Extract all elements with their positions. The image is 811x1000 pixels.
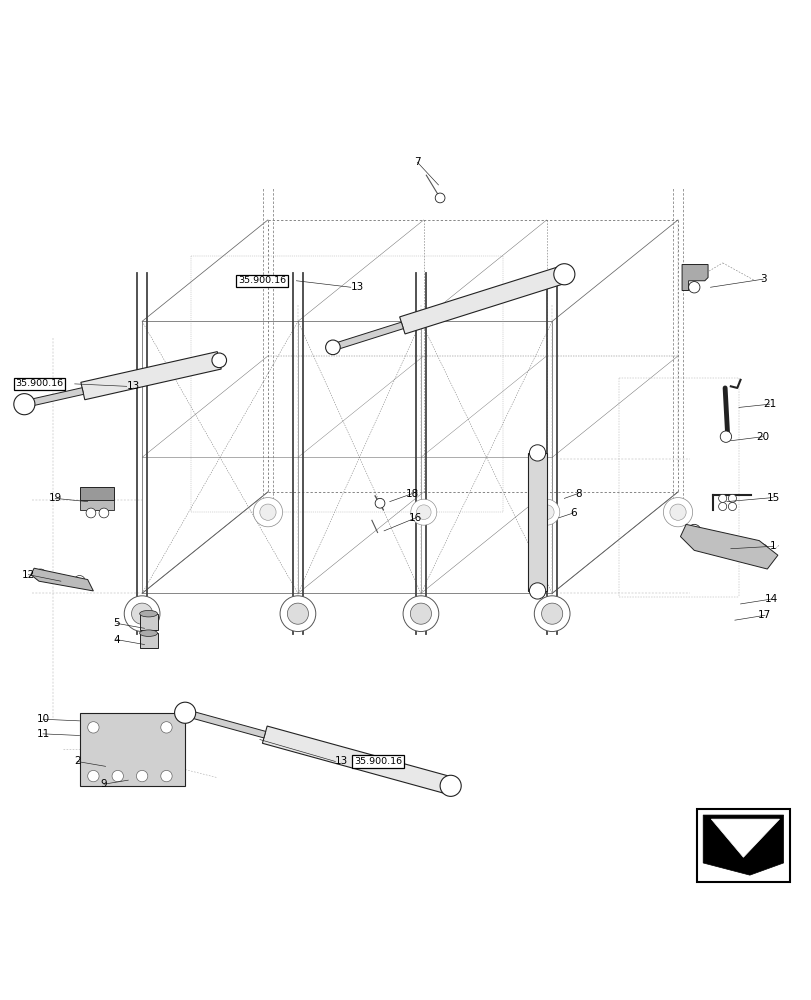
Circle shape bbox=[88, 722, 99, 733]
Circle shape bbox=[174, 702, 195, 723]
Text: 2: 2 bbox=[74, 756, 80, 766]
Circle shape bbox=[727, 494, 736, 502]
Text: 35.900.16: 35.900.16 bbox=[238, 276, 285, 285]
Circle shape bbox=[553, 264, 574, 285]
Circle shape bbox=[402, 596, 438, 632]
Circle shape bbox=[529, 445, 545, 461]
Circle shape bbox=[161, 722, 172, 733]
Text: 13: 13 bbox=[127, 381, 139, 391]
Text: 15: 15 bbox=[766, 493, 779, 503]
Polygon shape bbox=[399, 266, 566, 334]
Circle shape bbox=[541, 603, 562, 624]
Circle shape bbox=[131, 603, 152, 624]
Bar bbox=[79, 500, 114, 510]
Text: 3: 3 bbox=[759, 274, 766, 284]
Circle shape bbox=[161, 770, 172, 782]
Circle shape bbox=[212, 353, 226, 368]
Circle shape bbox=[410, 603, 431, 624]
Text: 9: 9 bbox=[101, 779, 107, 789]
Circle shape bbox=[754, 544, 767, 557]
Text: 20: 20 bbox=[756, 432, 769, 442]
Circle shape bbox=[280, 596, 315, 632]
Circle shape bbox=[375, 498, 384, 508]
Text: 35.900.16: 35.900.16 bbox=[15, 379, 63, 388]
Circle shape bbox=[99, 508, 109, 518]
Polygon shape bbox=[681, 265, 707, 291]
Circle shape bbox=[534, 596, 569, 632]
Text: 5: 5 bbox=[114, 618, 120, 628]
Text: 18: 18 bbox=[406, 489, 418, 499]
Circle shape bbox=[719, 431, 731, 442]
Circle shape bbox=[663, 498, 692, 527]
Circle shape bbox=[533, 499, 559, 525]
Circle shape bbox=[529, 583, 545, 599]
Text: 7: 7 bbox=[414, 157, 420, 167]
Text: 8: 8 bbox=[574, 489, 581, 499]
Circle shape bbox=[688, 267, 699, 278]
Text: 16: 16 bbox=[409, 513, 422, 523]
Text: 1: 1 bbox=[769, 541, 775, 551]
Bar bbox=[79, 713, 185, 786]
Ellipse shape bbox=[139, 610, 157, 617]
Polygon shape bbox=[262, 726, 453, 794]
Circle shape bbox=[35, 569, 46, 580]
Text: 10: 10 bbox=[36, 714, 49, 724]
Circle shape bbox=[435, 193, 444, 203]
Circle shape bbox=[14, 394, 35, 415]
Text: 14: 14 bbox=[764, 594, 777, 604]
Polygon shape bbox=[79, 487, 114, 500]
Polygon shape bbox=[702, 815, 783, 875]
Polygon shape bbox=[24, 388, 84, 407]
Circle shape bbox=[74, 576, 85, 587]
Circle shape bbox=[727, 502, 736, 511]
Ellipse shape bbox=[139, 630, 157, 636]
Circle shape bbox=[539, 505, 553, 519]
Circle shape bbox=[718, 494, 726, 502]
Circle shape bbox=[416, 505, 431, 519]
Circle shape bbox=[325, 340, 340, 355]
Polygon shape bbox=[81, 352, 221, 400]
Polygon shape bbox=[710, 819, 779, 857]
Circle shape bbox=[88, 770, 99, 782]
Circle shape bbox=[124, 596, 160, 632]
Circle shape bbox=[260, 504, 276, 520]
Circle shape bbox=[687, 524, 700, 537]
Bar bbox=[527, 453, 547, 591]
Text: 12: 12 bbox=[22, 570, 35, 580]
Polygon shape bbox=[680, 524, 777, 569]
Circle shape bbox=[718, 502, 726, 511]
Bar bbox=[696, 809, 789, 882]
Circle shape bbox=[253, 498, 282, 527]
Polygon shape bbox=[31, 568, 93, 591]
Circle shape bbox=[440, 775, 461, 796]
Circle shape bbox=[112, 770, 123, 782]
Circle shape bbox=[287, 603, 308, 624]
Text: 21: 21 bbox=[762, 399, 775, 409]
Text: 4: 4 bbox=[114, 635, 120, 645]
Circle shape bbox=[669, 504, 685, 520]
Text: 13: 13 bbox=[350, 282, 363, 292]
Polygon shape bbox=[332, 322, 403, 351]
Text: 35.900.16: 35.900.16 bbox=[354, 757, 401, 766]
Text: 19: 19 bbox=[49, 493, 62, 503]
Text: 17: 17 bbox=[757, 610, 770, 620]
Text: 6: 6 bbox=[569, 508, 576, 518]
Circle shape bbox=[410, 499, 436, 525]
Circle shape bbox=[86, 508, 96, 518]
Bar bbox=[139, 614, 157, 630]
Bar bbox=[139, 633, 157, 648]
Circle shape bbox=[688, 282, 699, 293]
Text: 13: 13 bbox=[334, 756, 347, 766]
Text: 11: 11 bbox=[36, 729, 49, 739]
Circle shape bbox=[136, 770, 148, 782]
Polygon shape bbox=[184, 709, 265, 738]
